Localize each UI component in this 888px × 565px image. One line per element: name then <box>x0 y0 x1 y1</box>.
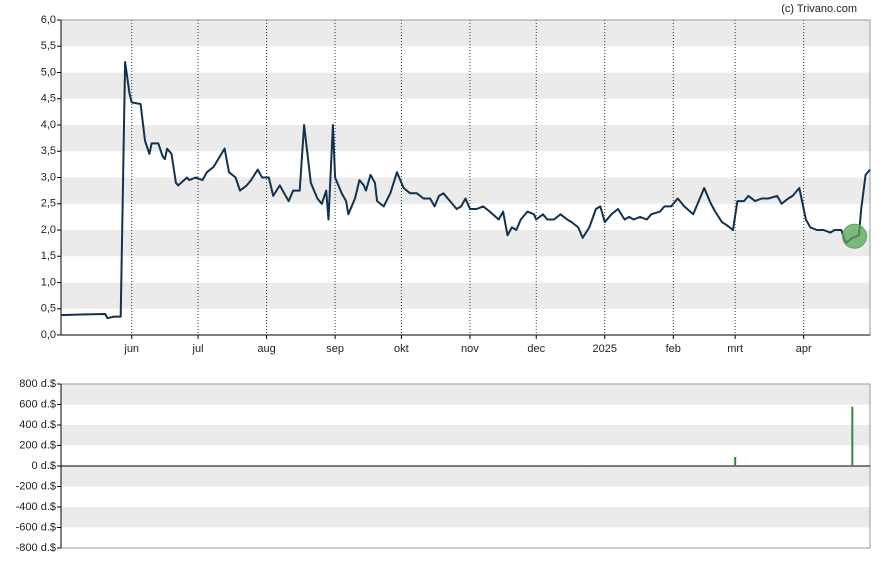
price-line <box>60 61 871 320</box>
y-tick-label: 4,5 <box>41 93 56 105</box>
y-tick-label: 0,5 <box>41 303 56 315</box>
grid-band <box>61 20 870 47</box>
bar <box>734 457 737 466</box>
x-tick-label: aug <box>257 343 275 355</box>
highlight-marker <box>842 223 868 249</box>
grid-band <box>61 384 870 405</box>
y-tick-label: -800 d.$ <box>16 542 56 554</box>
x-tick-label: nov <box>461 343 479 355</box>
y-tick-label: 0 d.$ <box>32 460 56 472</box>
y-tick-label: 4,0 <box>41 119 56 131</box>
grid-band <box>61 282 870 309</box>
grid-band <box>61 72 870 99</box>
x-tick-label: feb <box>666 343 681 355</box>
y-tick-label: 5,0 <box>41 66 56 78</box>
y-tick-label: 5,5 <box>41 40 56 52</box>
y-tick-label: 6,0 <box>41 14 56 26</box>
y-tick-label: 1,5 <box>41 250 56 262</box>
x-tick-label: okt <box>394 343 409 355</box>
bar <box>583 466 586 467</box>
y-tick-label: 1,0 <box>41 276 56 288</box>
x-tick-label: sep <box>326 343 344 355</box>
y-tick-label: 0,0 <box>41 329 56 341</box>
grid-band <box>61 507 870 528</box>
y-tick-label: 3,0 <box>41 171 56 183</box>
y-tick-label: -400 d.$ <box>16 501 56 513</box>
y-tick-label: 2,0 <box>41 224 56 236</box>
x-tick-label: jun <box>123 343 139 355</box>
x-tick-label: mrt <box>727 343 743 355</box>
grid-band <box>61 466 870 487</box>
x-tick-label: apr <box>796 343 812 355</box>
x-tick-label: 2025 <box>593 343 617 355</box>
y-tick-label: 800 d.$ <box>19 378 56 390</box>
grid-band <box>61 230 870 257</box>
x-tick-label: dec <box>527 343 545 355</box>
y-tick-label: 3,5 <box>41 145 56 157</box>
y-tick-label: -200 d.$ <box>16 480 56 492</box>
grid-band <box>61 125 870 152</box>
bar <box>851 406 854 466</box>
y-tick-label: 2,5 <box>41 198 56 210</box>
credit: (c) Trivano.com <box>781 3 857 15</box>
y-tick-label: 600 d.$ <box>19 398 56 410</box>
grid-band <box>61 425 870 446</box>
x-tick-label: jul <box>192 343 204 355</box>
y-tick-label: 200 d.$ <box>19 439 56 451</box>
y-tick-label: 400 d.$ <box>19 419 56 431</box>
y-tick-label: -600 d.$ <box>16 521 56 533</box>
